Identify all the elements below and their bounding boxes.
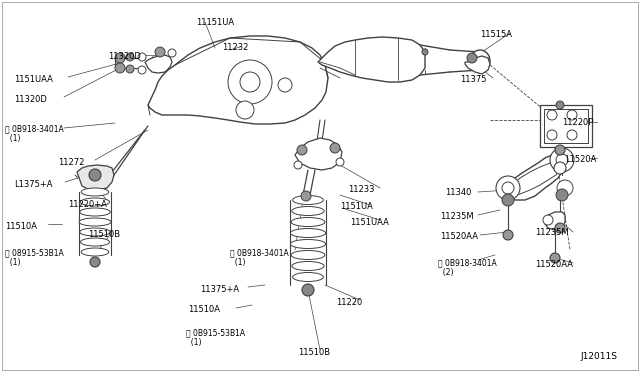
Polygon shape — [508, 160, 562, 196]
Text: 11520AA: 11520AA — [440, 232, 478, 241]
Text: J12011S: J12011S — [580, 352, 617, 361]
Text: ⓓ 0B918-3401A
  (1): ⓓ 0B918-3401A (1) — [5, 124, 64, 143]
Text: 11510A: 11510A — [5, 222, 37, 231]
Text: 11220P: 11220P — [562, 118, 593, 127]
Bar — [544, 109, 588, 143]
Text: 11510B: 11510B — [298, 348, 330, 357]
Circle shape — [467, 53, 477, 63]
Circle shape — [155, 47, 165, 57]
Text: ⓓ 0B918-3401A
  (2): ⓓ 0B918-3401A (2) — [438, 258, 497, 278]
Ellipse shape — [291, 218, 325, 227]
Circle shape — [90, 257, 100, 267]
Circle shape — [302, 284, 314, 296]
Circle shape — [330, 143, 340, 153]
Text: 11510B: 11510B — [88, 230, 120, 239]
Circle shape — [336, 158, 344, 166]
Circle shape — [496, 176, 520, 200]
Circle shape — [278, 78, 292, 92]
Polygon shape — [545, 212, 565, 230]
Circle shape — [502, 182, 514, 194]
Text: 11375+A: 11375+A — [200, 285, 239, 294]
Text: ⓓ 0B918-3401A
  (1): ⓓ 0B918-3401A (1) — [230, 248, 289, 267]
Text: ⓓ 0B915-53B1A
  (1): ⓓ 0B915-53B1A (1) — [186, 328, 245, 347]
Circle shape — [503, 230, 513, 240]
Text: 11510A: 11510A — [188, 305, 220, 314]
Text: 1151UAA: 1151UAA — [350, 218, 389, 227]
Circle shape — [126, 65, 134, 73]
Ellipse shape — [291, 240, 326, 248]
Polygon shape — [295, 138, 342, 170]
Ellipse shape — [81, 238, 109, 246]
Text: 11220: 11220 — [336, 298, 362, 307]
Ellipse shape — [291, 228, 326, 237]
Ellipse shape — [470, 50, 490, 72]
Text: 11320D: 11320D — [108, 52, 141, 61]
Ellipse shape — [79, 218, 111, 226]
Ellipse shape — [292, 273, 323, 282]
Circle shape — [115, 63, 125, 73]
Circle shape — [126, 53, 134, 61]
Ellipse shape — [81, 198, 109, 206]
Ellipse shape — [81, 248, 109, 256]
Text: L1375+A: L1375+A — [14, 180, 52, 189]
Circle shape — [567, 110, 577, 120]
Circle shape — [115, 53, 125, 63]
Circle shape — [555, 223, 565, 233]
Circle shape — [547, 110, 557, 120]
Circle shape — [422, 49, 428, 55]
Text: 11220+A: 11220+A — [68, 200, 107, 209]
Ellipse shape — [80, 208, 110, 216]
Ellipse shape — [81, 188, 109, 196]
Circle shape — [294, 161, 302, 169]
Circle shape — [555, 145, 565, 155]
Text: 11233: 11233 — [348, 185, 374, 194]
Circle shape — [240, 72, 260, 92]
Text: 11235M: 11235M — [535, 228, 568, 237]
Text: 11151UA: 11151UA — [196, 18, 234, 27]
Polygon shape — [77, 165, 114, 190]
Circle shape — [301, 191, 311, 201]
Text: 1151UA: 1151UA — [340, 202, 373, 211]
Text: 11375: 11375 — [460, 75, 486, 84]
Circle shape — [502, 194, 514, 206]
Text: L1520A: L1520A — [565, 155, 596, 164]
Ellipse shape — [292, 206, 324, 215]
Ellipse shape — [292, 262, 324, 270]
Circle shape — [168, 49, 176, 57]
Text: 1151UAA: 1151UAA — [14, 75, 53, 84]
Text: 11232: 11232 — [222, 43, 248, 52]
Circle shape — [236, 101, 254, 119]
Circle shape — [556, 154, 568, 166]
Polygon shape — [148, 36, 328, 124]
Circle shape — [138, 66, 146, 74]
Text: 11320D: 11320D — [14, 95, 47, 104]
Polygon shape — [503, 153, 565, 200]
Polygon shape — [145, 55, 172, 73]
Circle shape — [554, 162, 566, 174]
Text: 11272: 11272 — [58, 158, 84, 167]
Circle shape — [550, 253, 560, 263]
Text: 11515A: 11515A — [480, 30, 512, 39]
Text: ⓓ 08915-53B1A
  (1): ⓓ 08915-53B1A (1) — [5, 248, 64, 267]
Circle shape — [297, 145, 307, 155]
Circle shape — [543, 215, 553, 225]
Polygon shape — [465, 56, 490, 74]
Circle shape — [138, 53, 146, 61]
Ellipse shape — [291, 250, 325, 260]
Circle shape — [567, 130, 577, 140]
Ellipse shape — [292, 196, 323, 205]
Text: 11520AA: 11520AA — [535, 260, 573, 269]
Bar — [540, 105, 592, 147]
Circle shape — [228, 60, 272, 104]
Text: 11235M: 11235M — [440, 212, 474, 221]
Circle shape — [557, 180, 573, 196]
Ellipse shape — [80, 228, 110, 236]
Circle shape — [556, 101, 564, 109]
Circle shape — [89, 169, 101, 181]
Circle shape — [547, 130, 557, 140]
Polygon shape — [318, 37, 425, 82]
Text: 11340: 11340 — [445, 188, 472, 197]
Circle shape — [556, 189, 568, 201]
Circle shape — [550, 148, 574, 172]
